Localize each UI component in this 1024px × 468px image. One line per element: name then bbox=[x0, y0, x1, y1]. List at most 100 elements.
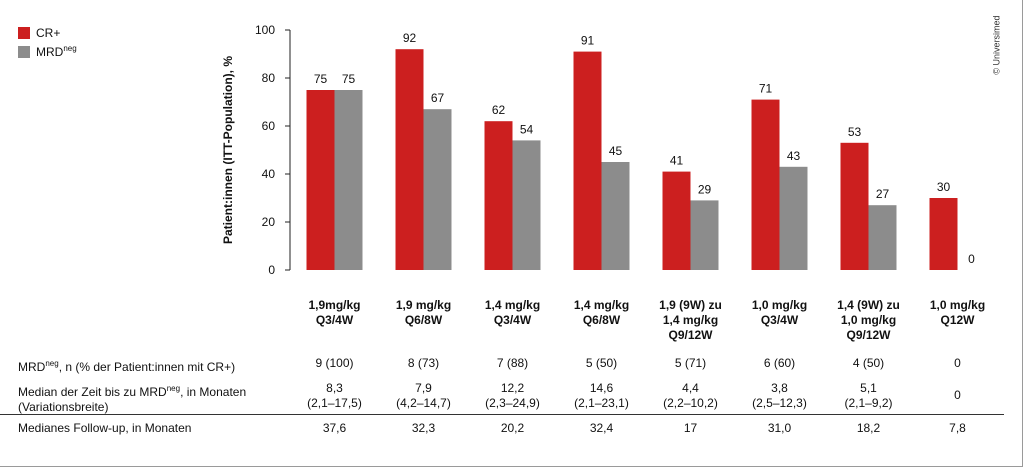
bar-cr bbox=[573, 51, 602, 270]
category-label-line: 1,4 mg/kg bbox=[662, 313, 719, 327]
data-label-cr: 30 bbox=[937, 180, 951, 194]
table-cell-line: (4,2–14,7) bbox=[396, 396, 451, 410]
bar-cr bbox=[929, 198, 958, 270]
bar-cr bbox=[306, 90, 335, 270]
bar-mrd bbox=[868, 205, 897, 270]
table-row-label: Median der Zeit bis zu MRDneg, in Monate… bbox=[18, 381, 246, 415]
table-divider bbox=[0, 414, 1004, 415]
category-label-line: Q9/12W bbox=[846, 328, 891, 342]
table-cell-line: 0 bbox=[954, 388, 961, 402]
data-label-cr: 53 bbox=[848, 125, 862, 139]
data-label-cr: 62 bbox=[492, 103, 506, 117]
bar-mrd bbox=[423, 109, 452, 270]
table-cell: 37,6 bbox=[290, 421, 380, 436]
table-cell: 5,1 (2,1–9,2) bbox=[824, 381, 914, 411]
category-label-line: Q9/12W bbox=[668, 328, 713, 342]
table-cell-line: 0 bbox=[954, 356, 961, 370]
table-cell: 4 (50) bbox=[824, 356, 914, 371]
category-label: 1,9mg/kg Q3/4W bbox=[290, 298, 380, 328]
table-cell: 7 (88) bbox=[468, 356, 558, 371]
table-cell-line: (2,3–24,9) bbox=[485, 396, 540, 410]
table-cell: 8 (73) bbox=[379, 356, 469, 371]
table-cell: 5 (71) bbox=[646, 356, 736, 371]
category-label: 1,4 mg/kg Q3/4W bbox=[468, 298, 558, 328]
table-cell: 17 bbox=[646, 421, 736, 436]
row-label-line: (Variationsbreite) bbox=[18, 400, 109, 414]
bar-cr bbox=[484, 121, 513, 270]
table-cell: 6 (60) bbox=[735, 356, 825, 371]
data-label-cr: 92 bbox=[403, 31, 417, 45]
table-cell-line: 32,3 bbox=[411, 421, 436, 435]
category-label: 1,0 mg/kg Q3/4W bbox=[735, 298, 825, 328]
table-cell: 12,2 (2,3–24,9) bbox=[468, 381, 558, 411]
bar-mrd bbox=[601, 162, 630, 270]
bar-cr bbox=[662, 171, 691, 270]
table-cell-line: 12,2 bbox=[500, 381, 525, 395]
row-label-line: Median der Zeit bis zu MRDneg, in Monate… bbox=[18, 384, 247, 399]
table-cell: 5 (50) bbox=[557, 356, 647, 371]
y-axis-label: Patient:innen (ITT-Population), % bbox=[221, 56, 235, 244]
table-row-label: Medianes Follow-up, in Monaten bbox=[18, 421, 191, 436]
legend-label-mrd: MRDneg bbox=[36, 44, 77, 59]
table-cell: 31,0 bbox=[735, 421, 825, 436]
category-label: 1,4 mg/kg Q6/8W bbox=[557, 298, 647, 328]
table-cell-line: 32,4 bbox=[589, 421, 614, 435]
table-cell-line: (2,2–10,2) bbox=[663, 396, 718, 410]
data-label-mrd: 43 bbox=[787, 149, 801, 163]
category-label-line: Q6/8W bbox=[404, 313, 443, 327]
table-cell-line: 6 (60) bbox=[763, 356, 796, 370]
data-label-mrd: 45 bbox=[609, 144, 623, 158]
data-label-mrd: 67 bbox=[431, 91, 445, 105]
table-cell: 18,2 bbox=[824, 421, 914, 436]
category-label-line: 1,9mg/kg bbox=[308, 298, 361, 312]
table-cell-line: 9 (100) bbox=[315, 356, 354, 370]
bar-chart: 0 20 40 60 80 100 Patient:innen (ITT-Populatio… bbox=[221, 23, 975, 277]
table-cell: 7,8 bbox=[913, 421, 1003, 436]
table-cell-line: 14,6 bbox=[589, 381, 614, 395]
table-cell-line: 7,8 bbox=[949, 421, 966, 435]
data-label-mrd: 27 bbox=[876, 187, 890, 201]
y-tick-label: 0 bbox=[268, 263, 275, 277]
table-cell: 0 bbox=[913, 356, 1003, 371]
table-cell: 7,9 (4,2–14,7) bbox=[379, 381, 469, 411]
table-cell: 8,3 (2,1–17,5) bbox=[290, 381, 380, 411]
table-cell-line: 5 (71) bbox=[674, 356, 707, 370]
table-cell-line: 17 bbox=[683, 421, 698, 435]
category-label-line: 1,4 mg/kg bbox=[484, 298, 541, 312]
bar-cr bbox=[395, 49, 424, 271]
table-cell: 20,2 bbox=[468, 421, 558, 436]
y-tick-label: 60 bbox=[262, 119, 276, 133]
legend-swatch-cr bbox=[18, 27, 30, 39]
table-cell-line: 37,6 bbox=[322, 421, 347, 435]
data-label-cr: 41 bbox=[670, 154, 684, 168]
category-label-line: Q12W bbox=[940, 313, 975, 327]
legend-item-cr: CR+ bbox=[18, 26, 60, 40]
table-cell-line: 8 (73) bbox=[407, 356, 440, 370]
table-cell-line: 31,0 bbox=[767, 421, 792, 435]
data-label-mrd: 54 bbox=[520, 122, 534, 136]
bar-mrd bbox=[334, 90, 363, 270]
data-label-mrd: 0 bbox=[968, 252, 975, 266]
table-cell: 4,4 (2,2–10,2) bbox=[646, 381, 736, 411]
legend-item-mrd: MRDneg bbox=[18, 44, 77, 59]
table-cell-line: 4,4 bbox=[682, 381, 699, 395]
table-cell-line: (2,1–23,1) bbox=[574, 396, 629, 410]
category-label-line: 1,0 mg/kg bbox=[751, 298, 808, 312]
table-cell-line: 5 (50) bbox=[585, 356, 618, 370]
category-label-line: 1,0 mg/kg bbox=[929, 298, 986, 312]
category-label-line: Q3/4W bbox=[493, 313, 532, 327]
category-label-line: 1,4 (9W) zu bbox=[837, 298, 900, 312]
category-label-line: Q6/8W bbox=[582, 313, 621, 327]
y-tick-label: 40 bbox=[262, 167, 276, 181]
table-cell: 0 bbox=[913, 388, 1003, 403]
table-cell-line: (2,1–17,5) bbox=[307, 396, 362, 410]
data-label-cr: 75 bbox=[314, 72, 328, 86]
bar-mrd bbox=[512, 140, 541, 270]
bar-mrd bbox=[779, 166, 808, 270]
data-label-mrd: 29 bbox=[698, 182, 712, 196]
table-cell-line: 7 (88) bbox=[496, 356, 529, 370]
table-cell: 32,3 bbox=[379, 421, 469, 436]
category-label: 1,9 (9W) zu 1,4 mg/kg Q9/12W bbox=[646, 298, 736, 343]
bar-cr bbox=[840, 142, 869, 270]
